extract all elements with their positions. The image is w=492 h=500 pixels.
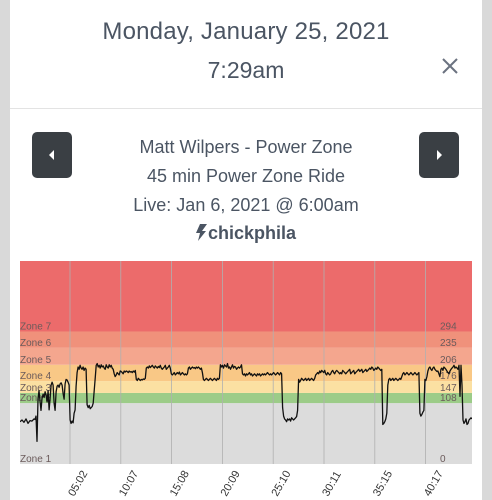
ride-user-name: chickphila xyxy=(207,223,297,243)
x-tick-label: 05:02 xyxy=(66,469,90,499)
zone-band-6 xyxy=(20,331,472,348)
x-tick-label: 35:15 xyxy=(371,469,395,499)
zone-label: Zone 2 xyxy=(20,393,52,404)
ride-user[interactable]: chickphila xyxy=(60,223,432,246)
zone-label: Zone 7 xyxy=(20,321,52,332)
modal-header: Monday, January 25, 2021 7:29am xyxy=(10,0,482,109)
close-icon[interactable] xyxy=(438,54,462,78)
zone-band-1 xyxy=(20,403,472,464)
zone-threshold-label: 108 xyxy=(440,393,457,404)
x-tick-label: 30:11 xyxy=(320,469,344,498)
zone-band-3 xyxy=(20,381,472,393)
lightning-bolt-icon xyxy=(195,224,207,246)
chevron-left-icon xyxy=(49,150,54,160)
x-tick-label: 10:07 xyxy=(117,469,141,499)
backdrop-right xyxy=(482,0,492,500)
power-line xyxy=(20,362,472,443)
next-ride-button[interactable] xyxy=(419,132,459,178)
zone-threshold-label: 0 xyxy=(440,454,446,465)
x-tick-label: 15:08 xyxy=(168,469,192,499)
zone-band-7 xyxy=(20,261,472,332)
x-tick-label: 25:10 xyxy=(269,469,293,499)
chevron-right-icon xyxy=(437,150,442,160)
zone-threshold-label: 147 xyxy=(440,383,457,394)
zone-threshold-label: 206 xyxy=(440,355,457,366)
header-date: Monday, January 25, 2021 xyxy=(102,18,390,45)
zone-label: Zone 1 xyxy=(20,454,52,465)
zone-label: Zone 4 xyxy=(20,371,52,382)
ride-title: 45 min Power Zone Ride xyxy=(146,166,346,186)
backdrop-left xyxy=(0,0,10,500)
power-zone-chart: Zone 1 0 Zone 2 108 Zone 3 147 Zone 4 176 Zone 5… xyxy=(20,261,472,499)
header-time: 7:29am xyxy=(207,57,285,83)
x-tick-label: 40:17 xyxy=(422,469,446,499)
zone-threshold-label: 294 xyxy=(440,321,457,332)
zone-label: Zone 5 xyxy=(20,355,52,366)
zone-label: Zone 3 xyxy=(20,383,52,394)
zone-threshold-label: 235 xyxy=(440,338,457,349)
zone-band-5 xyxy=(20,347,472,365)
x-tick-label: 20:09 xyxy=(219,469,243,499)
ride-live-date: Live: Jan 6, 2021 @ 6:00am xyxy=(133,195,359,215)
ride-instructor-title: Matt Wilpers - Power Zone xyxy=(139,137,353,157)
zone-threshold-label: 176 xyxy=(440,371,457,382)
zone-band-2 xyxy=(20,392,472,404)
zone-label: Zone 6 xyxy=(20,338,52,349)
previous-ride-button[interactable] xyxy=(32,132,72,178)
